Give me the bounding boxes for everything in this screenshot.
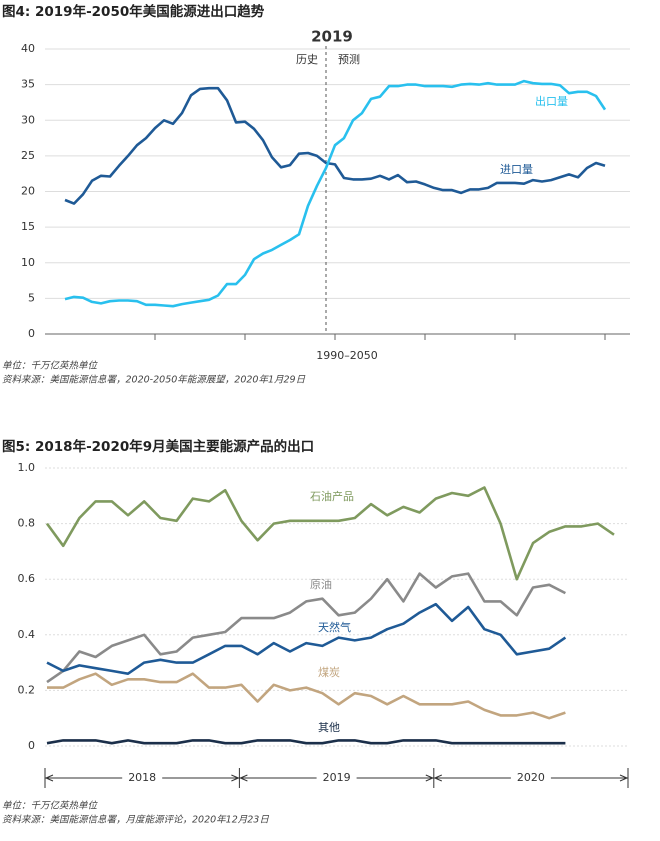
y-tick-label: 0 <box>28 739 35 752</box>
x-group-label: 2018 <box>128 771 156 784</box>
y-tick-label: 30 <box>21 113 35 126</box>
source-note: 资料来源：美国能源信息署，2020-2050年能源展望，2020年1月29日 <box>2 374 306 386</box>
series-line <box>47 672 566 720</box>
arrow <box>433 774 629 782</box>
y-tick-label: 25 <box>21 149 35 162</box>
x-axis-label: 1990–2050 <box>316 349 378 362</box>
y-tick-label: 5 <box>28 291 35 304</box>
y-tick-label: 0.8 <box>18 517 36 530</box>
series-line <box>46 572 566 684</box>
history-label: 历史 <box>296 53 318 66</box>
series-label: 石油产品 <box>310 489 354 503</box>
annotation: 2019 <box>311 28 353 46</box>
series-line <box>64 79 607 308</box>
forecast-label: 预测 <box>338 53 360 66</box>
label-bg <box>316 771 357 785</box>
y-tick-label: 40 <box>21 42 35 55</box>
series-label: 天然气 <box>318 620 351 634</box>
label-bg <box>510 771 551 785</box>
series-label: 出口量 <box>535 94 568 108</box>
unit-note: 单位：千万亿英热单位 <box>2 360 99 372</box>
series-label: 原油 <box>310 577 332 591</box>
source-note: 资料来源：美国能源信息署，月度能源评论，2020年12月23日 <box>2 814 269 826</box>
y-tick-label: 15 <box>21 220 35 233</box>
series-line <box>46 602 567 675</box>
series-label: 进口量 <box>500 163 533 176</box>
unit-note: 单位：千万亿英热单位 <box>2 800 99 812</box>
y-tick-label: 10 <box>21 256 35 269</box>
label-bg <box>122 771 163 785</box>
y-tick-label: 0.4 <box>18 628 36 641</box>
x-group-label: 2020 <box>517 771 545 784</box>
y-tick-label: 20 <box>21 185 35 198</box>
chart-title: 图4: 2019年-2050年美国能源进出口趋势 <box>2 3 265 20</box>
y-tick-label: 0.6 <box>18 572 36 585</box>
chart-title: 图5: 2018年-2020年9月美国主要能源产品的出口 <box>2 438 314 455</box>
y-tick-label: 1.0 <box>18 461 36 474</box>
y-tick-label: 0 <box>28 327 35 340</box>
series-line <box>46 739 566 745</box>
arrow <box>239 774 435 782</box>
series-line <box>45 486 615 581</box>
series-label: 其他 <box>318 721 340 734</box>
arrow <box>44 774 240 782</box>
x-group-label: 2019 <box>323 771 351 784</box>
series-line <box>64 86 606 205</box>
y-tick-label: 0.2 <box>18 683 36 696</box>
series-label: 煤炭 <box>318 666 340 679</box>
y-tick-label: 35 <box>21 78 35 91</box>
